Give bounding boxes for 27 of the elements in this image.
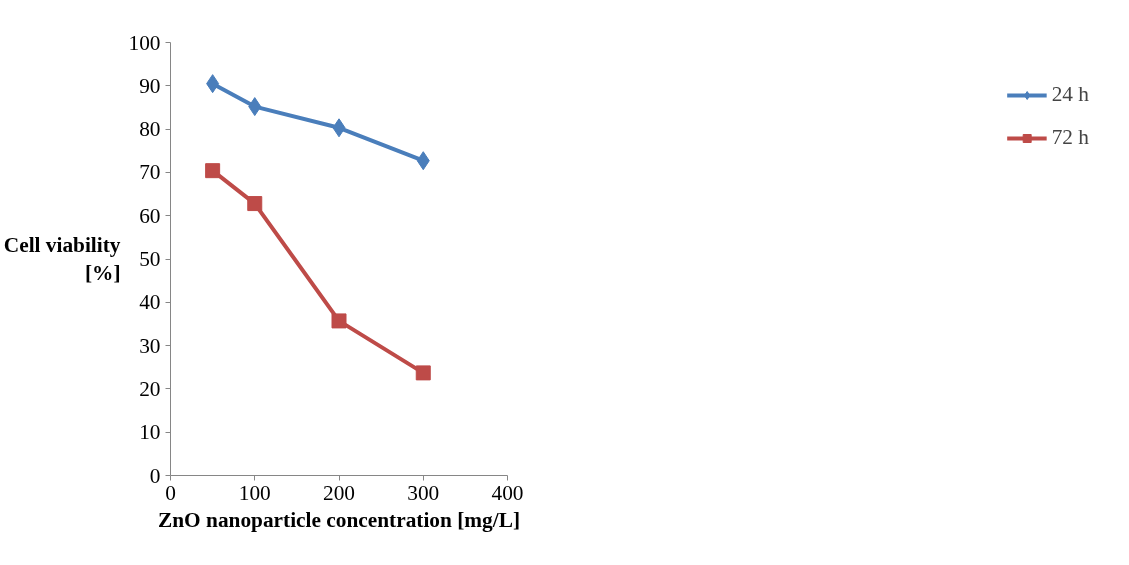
legend-label: 24 h <box>1051 82 1089 107</box>
x-axis-title: ZnO nanoparticle concentration [mg/L] <box>158 507 520 532</box>
point <box>332 118 346 138</box>
point <box>205 163 221 179</box>
x-tick-label: 200 <box>323 480 355 505</box>
y-tick-label: 0 <box>149 463 161 488</box>
y-tick-label: 90 <box>139 73 161 98</box>
y-tick-label: 80 <box>139 117 161 142</box>
y-tick-label: 70 <box>139 160 161 185</box>
y-tick-label: 50 <box>139 247 161 271</box>
y-tick-label: 40 <box>139 290 161 315</box>
legend-label: 72 h <box>1051 125 1089 150</box>
y-tick-label: 60 <box>139 203 161 228</box>
point <box>248 97 262 117</box>
point <box>331 313 347 329</box>
y-tick-label: 30 <box>139 333 161 358</box>
y-tick-label: 100 <box>128 30 161 55</box>
x-tick-label: 100 <box>238 480 271 505</box>
x-tick-label: 300 <box>407 480 440 505</box>
y-axis-title: Cell viability [%] <box>3 232 121 286</box>
x-tick-label: 400 <box>491 480 524 505</box>
y-tick-label: 10 <box>139 420 161 445</box>
point <box>416 151 430 171</box>
point <box>206 74 220 94</box>
point <box>415 365 431 381</box>
point <box>247 196 263 212</box>
y-tick-label: 20 <box>139 376 161 401</box>
